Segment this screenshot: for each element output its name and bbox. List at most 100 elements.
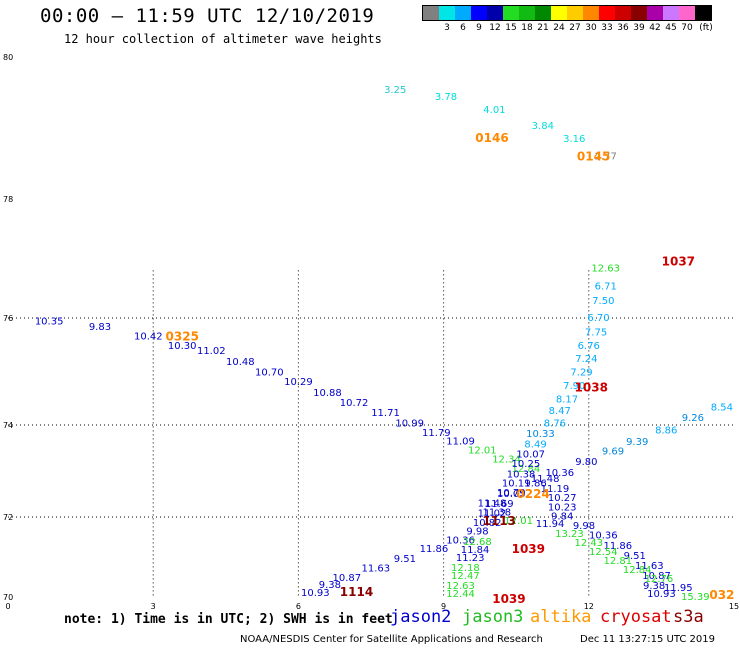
pass-id-label: 032	[709, 588, 734, 602]
pass-id-label: 1038	[575, 381, 608, 395]
credit-line: NOAA/NESDIS Center for Satellite Applica…	[240, 634, 543, 645]
legend-tick-label: 39	[633, 23, 645, 33]
wave-height-label: 8.76	[544, 418, 566, 429]
wave-height-label: 8.49	[524, 439, 546, 450]
wave-height-label: 9.38	[319, 580, 341, 591]
wave-height-label: 12.18	[451, 563, 480, 574]
wave-height-label: 12.68	[463, 537, 492, 548]
wave-height-label: 4.01	[483, 105, 505, 116]
wave-height-label: 12.76	[645, 574, 674, 585]
wave-height-label: 6.71	[595, 281, 617, 292]
wave-height-label: 11.19	[541, 484, 570, 495]
wave-height-label: 11.63	[362, 563, 391, 574]
wave-height-label: 9.26	[682, 413, 704, 424]
wave-height-label: 12.84	[623, 565, 652, 576]
wave-height-label: 10.87	[332, 573, 361, 584]
y-tick-label: 80	[3, 53, 13, 62]
wave-height-label: 10.88	[313, 388, 342, 399]
wave-height-label: 10.36	[446, 535, 475, 546]
wave-height-label: 11.94	[536, 519, 565, 530]
satellite-name: jason3	[462, 607, 524, 627]
legend-swatch	[535, 6, 551, 20]
legend-swatch	[695, 6, 711, 20]
color-legend: 3 6 9 12 15 18 21 24 27 30 33 36 39 42 45 70 (ft)	[422, 5, 713, 35]
legend-swatch	[471, 6, 487, 20]
wave-height-label: 10.27	[548, 493, 577, 504]
legend-tick-label: 12	[489, 23, 501, 33]
satellite-name: jason2	[390, 607, 452, 627]
wave-height-label: 11.95	[664, 583, 693, 594]
wave-height-label: 10.82	[473, 518, 502, 529]
legend-swatches	[422, 5, 712, 21]
wave-height-label: 10.07	[516, 450, 545, 461]
wave-height-label: 11.69	[485, 499, 514, 510]
wave-height-label: 11.02	[197, 346, 226, 357]
legend-tick-label: 21	[537, 23, 549, 33]
wave-height-label: 9.51	[624, 551, 646, 562]
y-tick-label: 70	[3, 593, 13, 602]
wave-height-label: 3.16	[563, 134, 585, 145]
wave-height-label: 3.84	[532, 121, 554, 132]
legend-tick-label: 36	[617, 23, 629, 33]
y-tick-label: 78	[3, 195, 13, 204]
legend-swatch	[663, 6, 679, 20]
satellite-name: cryosat	[600, 607, 672, 627]
legend-swatch	[439, 6, 455, 20]
wave-height-label: 8.17	[556, 394, 578, 405]
wave-height-label: 10.05	[497, 489, 526, 500]
wave-height-label: 10.25	[512, 459, 541, 470]
wave-height-label: 7.90	[563, 381, 585, 392]
wave-height-label: 10.72	[340, 398, 369, 409]
pass-id-label: 1114	[340, 585, 373, 599]
wave-height-label: 10.87	[642, 571, 671, 582]
wave-height-label: 10.11	[502, 479, 531, 490]
wave-height-label: 11.86	[604, 541, 633, 552]
wave-height-label: 11.63	[635, 561, 664, 572]
wave-height-label: 7.75	[585, 327, 607, 338]
wave-height-label: 9.86	[524, 479, 546, 490]
wave-height-label: 12.01	[468, 445, 497, 456]
legend-swatch	[519, 6, 535, 20]
x-tick-label: 15	[729, 602, 739, 611]
legend-swatch	[423, 6, 439, 20]
wave-height-label: 10.38	[507, 469, 536, 480]
pass-id-label: 1037	[662, 254, 695, 268]
pass-id-label: 1039	[492, 592, 525, 606]
wave-height-label: 12.54	[589, 547, 618, 558]
wave-height-label: 12.63	[591, 263, 620, 274]
wave-height-label: 12.47	[451, 571, 480, 582]
wave-height-label: 8.47	[549, 406, 571, 417]
wave-height-label: 9.38	[643, 581, 665, 592]
legend-tick-label: 70	[681, 23, 693, 33]
x-tick-label: 12	[584, 602, 594, 611]
wave-height-label: 7.50	[592, 296, 614, 307]
pass-id-label: 1113	[483, 514, 516, 528]
legend-tick-label: 3	[444, 23, 450, 33]
wave-height-label: 9.39	[626, 437, 648, 448]
wave-height-label: 10.33	[526, 429, 555, 440]
legend-swatch	[503, 6, 519, 20]
wave-height-label: 10.93	[301, 588, 330, 599]
wave-height-label: 11.38	[483, 507, 512, 518]
legend-swatch	[615, 6, 631, 20]
legend-swatch	[487, 6, 503, 20]
pass-id-label: 1039	[512, 542, 545, 556]
legend-tick-label: 9	[476, 23, 482, 33]
legend-ticks: 3 6 9 12 15 18 21 24 27 30 33 36 39 42 45 70 (ft)	[422, 21, 713, 35]
footnote: note: 1) Time is in UTC; 2) SWH is in fe…	[64, 612, 393, 627]
legend-swatch	[551, 6, 567, 20]
legend-tick-label: 27	[569, 23, 581, 33]
wave-height-label: 6.70	[587, 313, 609, 324]
wave-height-label: 12.44	[446, 589, 475, 600]
legend-tick-label: 15	[505, 23, 517, 33]
wave-height-label: 8.86	[655, 426, 677, 437]
wave-height-label: 3.25	[384, 85, 406, 96]
x-tick-label: 9	[441, 602, 446, 611]
wave-height-label: 9.69	[602, 446, 624, 457]
generated-timestamp: Dec 11 13:27:15 UTC 2019	[580, 634, 715, 645]
legend-swatch	[599, 6, 615, 20]
satellite-name: altika	[530, 607, 592, 627]
wave-height-label: 12.63	[446, 581, 475, 592]
wave-height-label: 10.48	[226, 357, 255, 368]
